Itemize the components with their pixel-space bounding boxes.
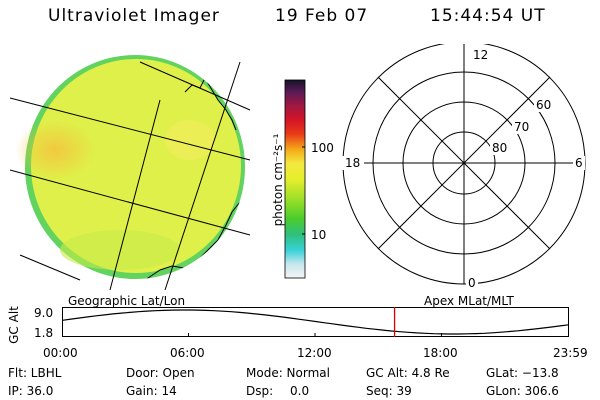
- time-tick-1200: 12:00: [297, 346, 332, 360]
- colorbar-gradient: [284, 79, 306, 279]
- time-tick-0600: 06:00: [170, 346, 205, 360]
- time-tick-2359: 23:59: [553, 346, 588, 360]
- lat-label-60: 60: [536, 98, 551, 112]
- door-status: Door: Open: [126, 366, 195, 380]
- date-label: 19 Feb 07: [275, 6, 369, 26]
- mlt-label-18: 18: [345, 156, 360, 170]
- uv-image-disk: [15, 55, 245, 279]
- apex-caption: Apex MLat/MLT: [424, 294, 514, 308]
- geographic-caption: Geographic Lat/Lon: [68, 294, 186, 308]
- filter-value: Flt: LBHL: [8, 366, 62, 380]
- lat-label-70: 70: [514, 120, 529, 134]
- time-label: 15:44:54 UT: [430, 6, 546, 26]
- mlt-label-0: 0: [468, 276, 476, 289]
- lat-label-80: 80: [492, 141, 507, 155]
- colorbar-tick-100: 100: [311, 141, 334, 155]
- time-tick-1800: 18:00: [423, 346, 458, 360]
- glon-value: GLon: 306.6: [486, 384, 559, 398]
- ip-value: IP: 36.0: [8, 384, 54, 398]
- instrument-title: Ultraviolet Imager: [48, 6, 220, 26]
- altitude-timeline: [62, 307, 569, 337]
- uv-image-panel: [9, 55, 251, 290]
- glat-value: GLat: −13.8: [486, 366, 559, 380]
- mlt-label-12: 12: [473, 48, 488, 62]
- mlt-label-6: 6: [575, 156, 583, 170]
- polar-plot: 12 18 6 0 60 70 80: [342, 44, 586, 289]
- gc-alt-value: GC Alt: 4.8 Re: [366, 366, 450, 380]
- mode-value: Mode: Normal: [246, 366, 330, 380]
- colorbar-tick-10: 10: [311, 228, 327, 242]
- colorbar: [284, 79, 306, 279]
- altitude-curve: [62, 309, 569, 335]
- alt-tick-high: 9.0: [34, 306, 54, 320]
- colorbar-unit-label: photon cm⁻²s⁻¹: [271, 133, 285, 227]
- alt-tick-low: 1.8: [34, 326, 54, 340]
- seq-value: Seq: 39: [366, 384, 412, 398]
- time-tick-0000: 00:00: [43, 346, 78, 360]
- dsp-label: Dsp:: [246, 384, 274, 398]
- gain-value: Gain: 14: [126, 384, 177, 398]
- dsp-value: 0.0: [290, 384, 310, 398]
- alt-axis-label: GC Alt: [7, 306, 21, 344]
